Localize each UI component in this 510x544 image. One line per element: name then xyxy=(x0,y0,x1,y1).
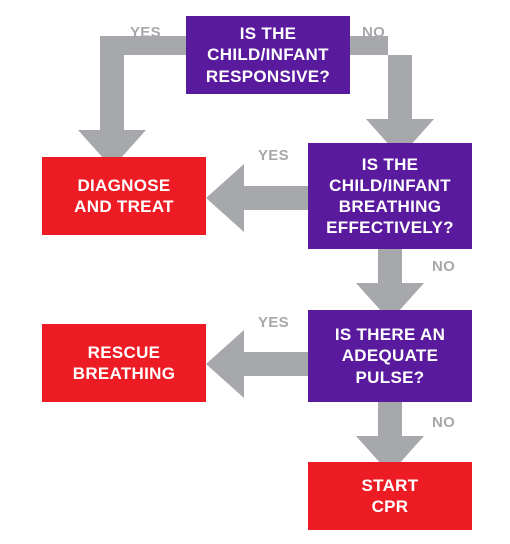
node-a3-cpr: STARTCPR xyxy=(308,462,472,530)
label-no-1: NO xyxy=(362,24,385,41)
label-no-2: NO xyxy=(432,258,455,275)
node-a1-diagnose: DIAGNOSEAND TREAT xyxy=(42,157,206,235)
label-yes-2: YES xyxy=(258,147,289,164)
label-yes-3: YES xyxy=(258,314,289,331)
arrow-ar-no1 xyxy=(350,36,434,157)
node-a2-rescue: RESCUEBREATHING xyxy=(42,324,206,402)
arrow-ar-yes2 xyxy=(206,164,308,232)
node-q3-pulse: IS THERE ANADEQUATEPULSE? xyxy=(308,310,472,402)
arrow-ar-yes3 xyxy=(206,330,308,398)
arrow-ar-yes1 xyxy=(78,36,186,168)
label-yes-1: YES xyxy=(130,24,161,41)
label-no-3: NO xyxy=(432,414,455,431)
node-q2-breathing: IS THECHILD/INFANTBREATHINGEFFECTIVELY? xyxy=(308,143,472,249)
node-q1-responsive: IS THECHILD/INFANTRESPONSIVE? xyxy=(186,16,350,94)
